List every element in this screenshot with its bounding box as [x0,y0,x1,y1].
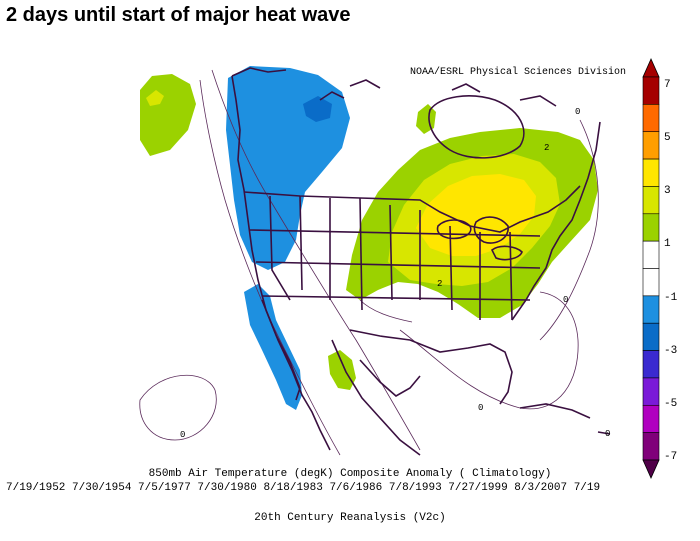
map-shading [140,66,598,410]
colorbar-label: -7 [664,451,677,463]
colorbar-label: 5 [664,132,671,144]
credit-text: NOAA/ESRL Physical Sciences Division [410,67,627,78]
contour-labels: 2 2 0 0 0 0 0 [180,107,610,440]
colorbar-segments [642,76,660,461]
cool-anomaly-region-northwest [226,66,350,270]
colorbar-segment [642,377,660,406]
colorbar-segment [642,295,660,324]
colorbar-top-arrow [642,58,660,78]
warm-anomaly-region-pacific [140,74,196,156]
caption-variable: 850mb Air Temperature (degK) Composite A… [148,468,552,480]
warm-anomaly-region-pacific-core [146,90,164,106]
caption-dates: 7/19/1952 7/30/1954 7/5/1977 7/30/1980 8… [6,482,601,494]
colorbar-label: 1 [664,238,671,250]
colorbar-segment [642,131,660,160]
contour-label: 2 [544,143,549,153]
colorbar-segment [642,404,660,433]
colorbar-label: -3 [664,345,677,357]
colorbar-segment [642,322,660,351]
contour-label: 0 [605,429,610,439]
colorbar-segment [642,76,660,105]
caption-source: 20th Century Reanalysis (V2c) [254,512,446,524]
warm-anomaly-region-mexico [328,350,356,390]
cool-anomaly-region-california [244,284,302,410]
cool-anomaly-core [303,96,332,122]
contour-label: 0 [180,430,185,440]
colorbar-label: 7 [664,79,671,91]
map-title: 2 days until start of major heat wave [6,4,351,26]
colorbar-labels: 7 5 3 1 -1 -3 -5 -7 [664,79,678,463]
colorbar-segment [642,186,660,215]
colorbar-segment [642,104,660,133]
colorbar-segment [642,213,660,242]
contour-label: 0 [575,107,580,117]
colorbar-label: -1 [664,292,678,304]
contour-label: 2 [437,279,442,289]
colorbar: 7 5 3 1 -1 -3 -5 -7 [642,58,678,479]
contour-label: 0 [563,295,568,305]
colorbar-label: -5 [664,398,677,410]
colorbar-segment [642,240,660,269]
colorbar-label: 3 [664,185,671,197]
colorbar-bottom-arrow [642,459,660,479]
warm-anomaly-region-quebec [416,104,436,134]
contour-label: 0 [478,403,483,413]
colorbar-segment [642,432,660,461]
colorbar-segment [642,350,660,379]
political-boundaries [231,67,611,456]
colorbar-segment [642,268,660,297]
colorbar-segment [642,158,660,187]
